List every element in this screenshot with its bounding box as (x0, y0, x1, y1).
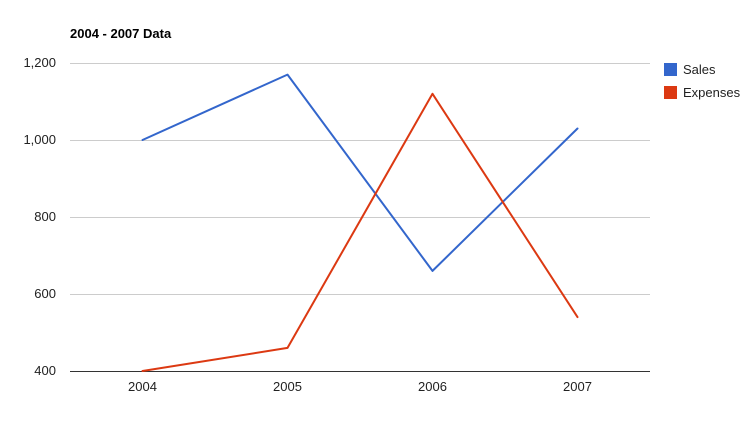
x-axis: 2004 2005 2006 2007 (70, 371, 650, 394)
y-tick-label: 600 (34, 286, 56, 301)
y-tick-label: 1,200 (23, 55, 56, 70)
x-tick-label: 2007 (563, 379, 592, 394)
series-line-sales (141, 73, 579, 272)
x-tick-label: 2005 (273, 379, 302, 394)
series-line-expenses (141, 92, 579, 372)
y-tick-label: 400 (34, 363, 56, 378)
gridlines (70, 63, 650, 295)
chart-title: 2004 - 2007 Data (70, 26, 172, 41)
legend: Sales Expenses (664, 62, 741, 100)
x-tick-label: 2004 (128, 379, 157, 394)
legend-swatch-expenses (664, 86, 677, 99)
y-tick-label: 1,000 (23, 132, 56, 147)
y-tick-label: 800 (34, 209, 56, 224)
series (141, 73, 579, 372)
y-axis: 400 600 800 1,000 1,200 (23, 55, 56, 378)
legend-swatch-sales (664, 63, 677, 76)
legend-label-expenses: Expenses (683, 85, 741, 100)
x-tick-label: 2006 (418, 379, 447, 394)
legend-label-sales: Sales (683, 62, 716, 77)
